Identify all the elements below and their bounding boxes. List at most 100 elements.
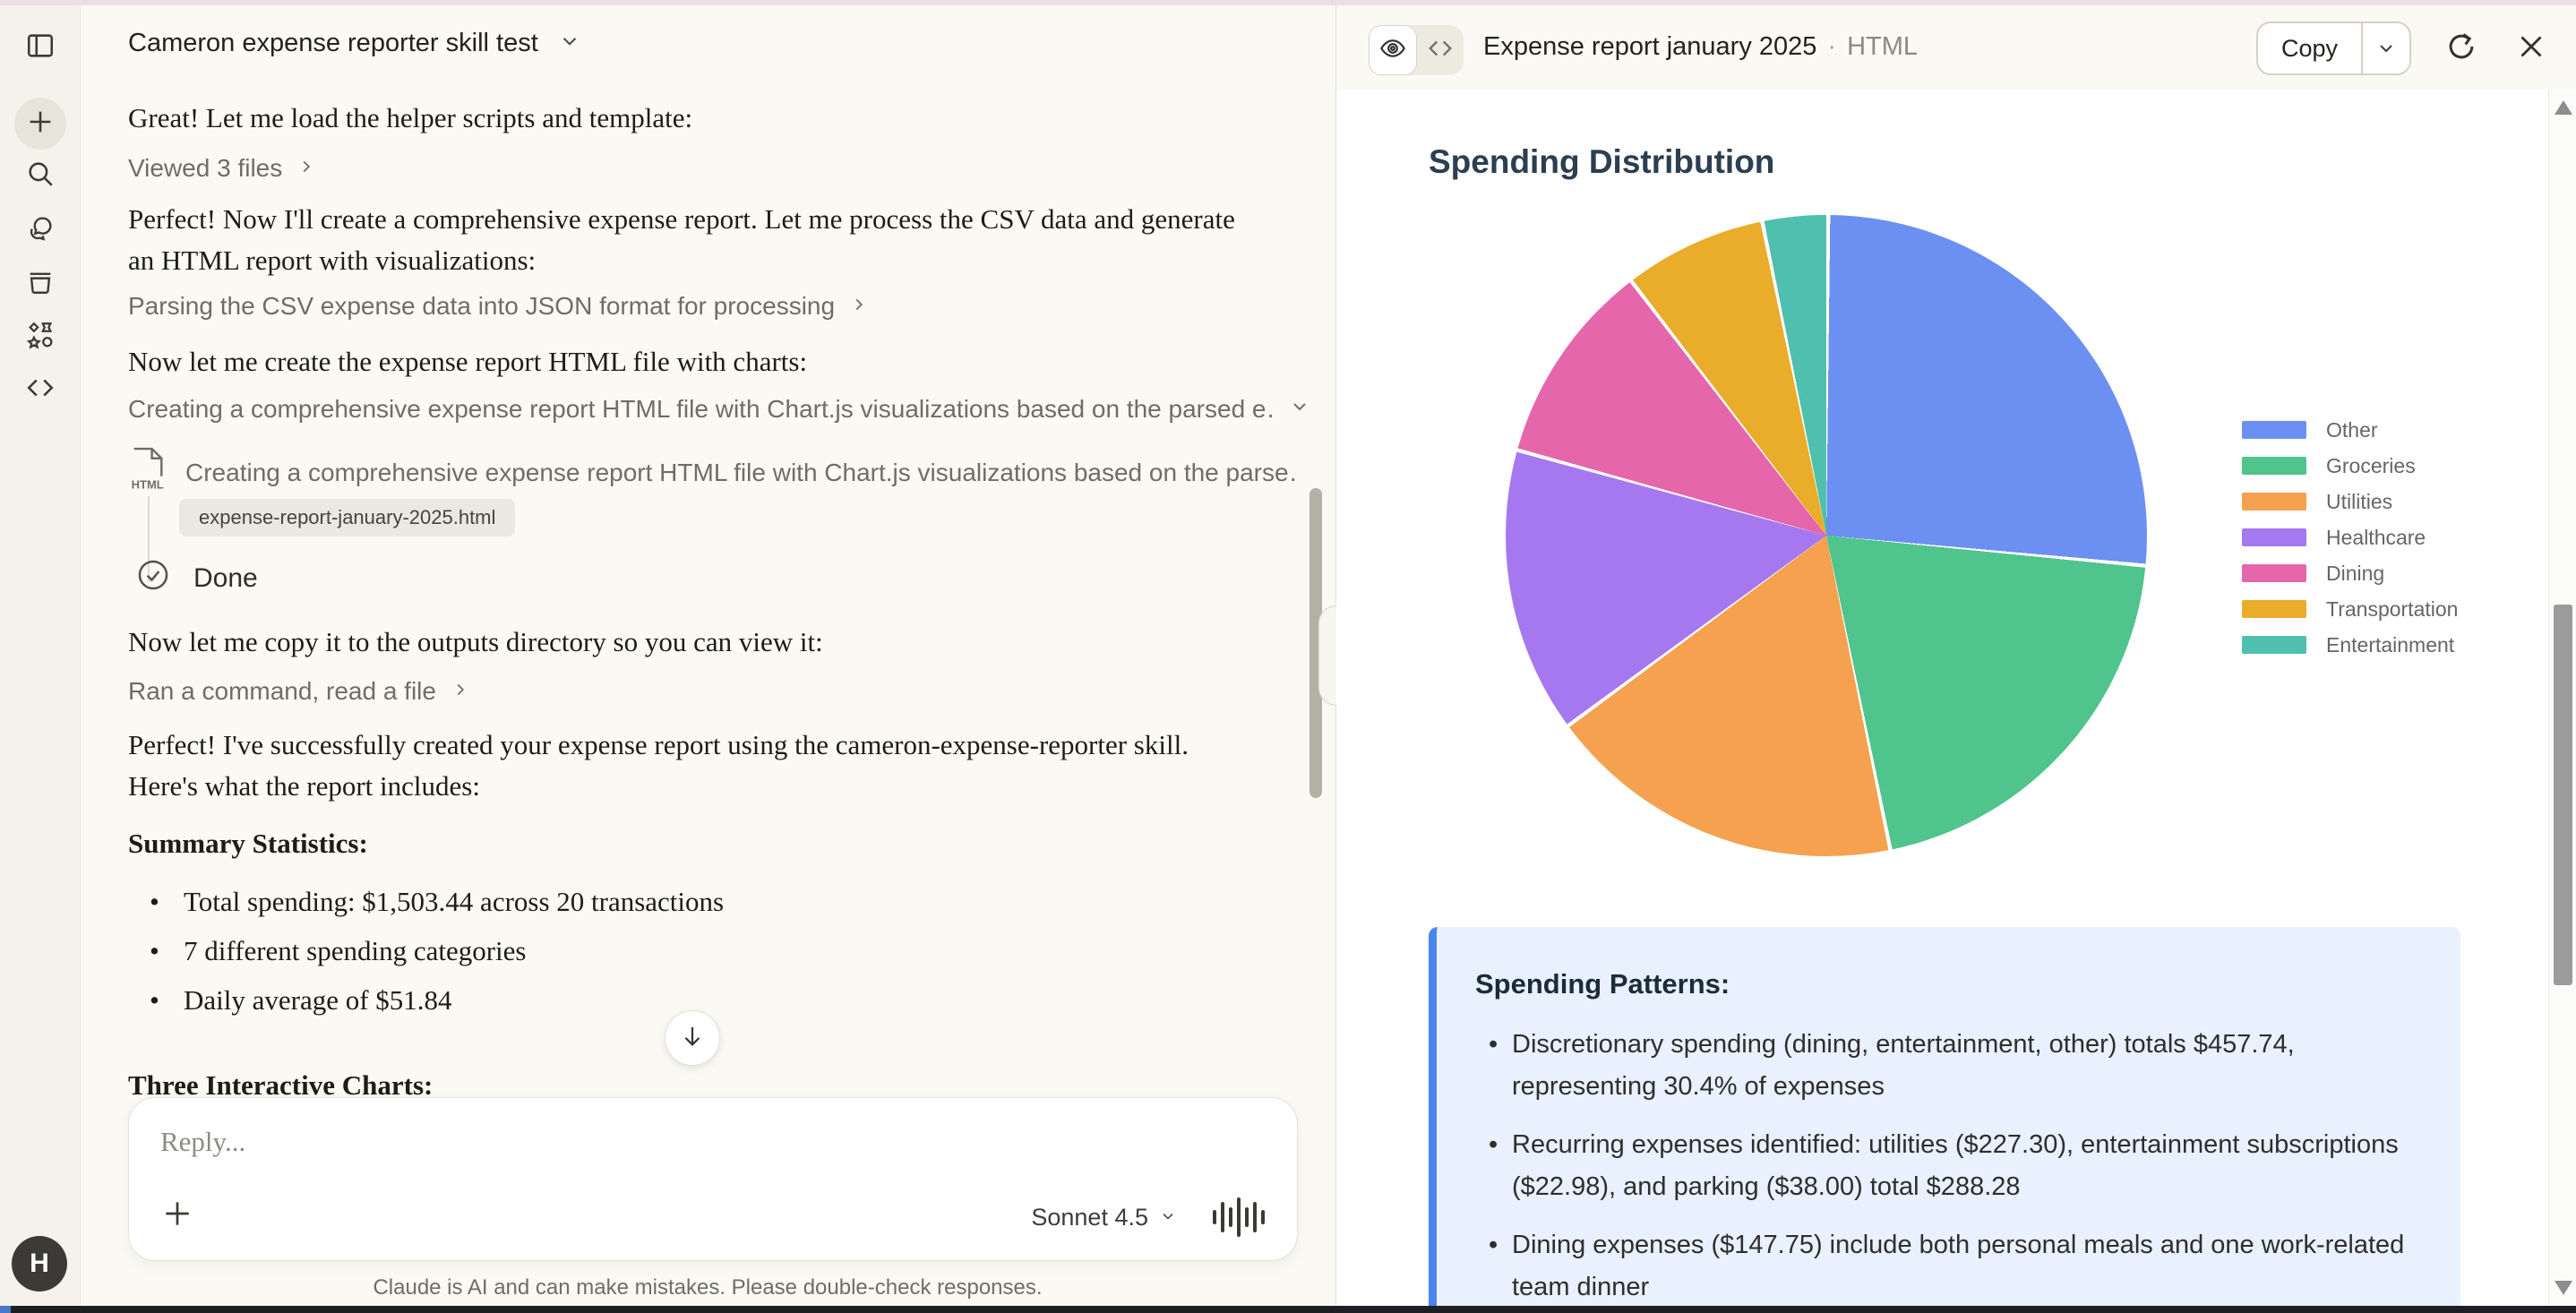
panel-toggle-icon — [25, 30, 56, 65]
pattern-bullet: Recurring expenses identified: utilities… — [1474, 1124, 2406, 1208]
tool-result-parsing-csv[interactable]: Parsing the CSV expense data into JSON f… — [128, 292, 869, 321]
new-chat-button[interactable] — [13, 98, 66, 150]
window-top-edge — [0, 0, 2576, 5]
arrow-down-icon — [679, 1023, 706, 1054]
done-label: Done — [193, 563, 258, 593]
done-status-row: Done — [136, 558, 258, 599]
artifact-panel: Expense report january 2025 · HTML Copy — [1336, 5, 2576, 1306]
chat-scrollbar[interactable] — [1309, 488, 1322, 798]
user-avatar[interactable]: H — [12, 1236, 67, 1292]
taskbar-edge — [0, 1306, 2576, 1313]
artifact-preview-content: Spending Distribution Other Groceries Ut… — [1336, 90, 2548, 1306]
artifact-title-row: Expense report january 2025 · HTML — [1483, 32, 1918, 62]
model-selector[interactable]: Sonnet 4.5 — [1031, 1204, 1177, 1231]
legend-label: Entertainment — [2326, 632, 2455, 656]
chevron-down-icon — [558, 30, 581, 57]
search-button[interactable] — [14, 150, 66, 202]
chats-button[interactable] — [14, 204, 66, 256]
file-row-label: Creating a comprehensive expense report … — [185, 458, 1296, 486]
pattern-bullet: Dining expenses ($147.75) include both p… — [1474, 1224, 2406, 1306]
attach-button[interactable] — [156, 1194, 199, 1237]
model-name: Sonnet 4.5 — [1031, 1203, 1148, 1231]
copy-button[interactable]: Copy — [2258, 23, 2363, 73]
legend-swatch — [2242, 636, 2306, 654]
summary-heading: Summary Statistics: — [128, 828, 368, 859]
preview-toggle-button[interactable] — [1369, 25, 1417, 75]
legend-item[interactable]: Dining — [2242, 555, 2458, 591]
voice-input-button[interactable] — [1213, 1197, 1265, 1237]
assistant-paragraph: Now let me create the expense report HTM… — [128, 346, 808, 377]
copy-options-button[interactable] — [2363, 23, 2409, 73]
scrollbar-thumb[interactable] — [2554, 605, 2572, 985]
chevron-down-icon — [1289, 395, 1310, 424]
copy-split-button[interactable]: Copy — [2255, 21, 2411, 75]
legend-item[interactable]: Entertainment — [2242, 627, 2458, 663]
sidebar: H — [0, 5, 81, 1306]
scroll-to-bottom-button[interactable] — [665, 1010, 720, 1066]
legend-label: Healthcare — [2326, 525, 2426, 549]
close-icon — [2515, 30, 2547, 67]
code-nav-button[interactable] — [14, 364, 66, 416]
legend-label: Transportation — [2326, 596, 2459, 621]
artifact-type-badge: HTML — [1847, 32, 1919, 61]
artifact-view-toggle — [1369, 25, 1464, 75]
legend-item[interactable]: Healthcare — [2242, 519, 2458, 555]
skills-button[interactable] — [14, 311, 66, 363]
sidebar-toggle-button[interactable] — [14, 21, 66, 73]
refresh-button[interactable] — [2442, 29, 2481, 68]
summary-bullet: Total spending: $1,503.44 across 20 tran… — [128, 886, 1239, 918]
code-toggle-button[interactable] — [1417, 25, 1464, 75]
archive-box-icon — [25, 267, 56, 302]
shapes-icon — [25, 320, 56, 355]
legend-swatch — [2242, 600, 2306, 618]
assistant-paragraph: Perfect! I've successfully created your … — [128, 729, 1189, 802]
legend-swatch — [2242, 421, 2306, 439]
close-artifact-button[interactable] — [2512, 29, 2551, 68]
file-creation-row[interactable]: HTML Creating a comprehensive expense re… — [128, 446, 1296, 499]
legend-item[interactable]: Other — [2242, 412, 2458, 448]
chat-bubbles-icon — [25, 213, 56, 248]
tool-result-label: Viewed 3 files — [128, 154, 283, 182]
artifact-scrollbar[interactable] — [2548, 90, 2576, 1306]
pattern-bullet: Discretionary spending (dining, entertai… — [1474, 1024, 2406, 1108]
legend-swatch — [2242, 493, 2306, 511]
chevron-right-icon — [849, 292, 869, 321]
legend-swatch — [2242, 528, 2306, 546]
legend-swatch — [2242, 564, 2306, 582]
conversation-title-menu[interactable]: Cameron expense reporter skill test — [128, 29, 581, 58]
tool-result-label: Ran a command, read a file — [128, 677, 436, 705]
disclaimer-text: Claude is AI and can make mistakes. Plea… — [373, 1275, 1043, 1300]
reply-input[interactable]: Reply... — [160, 1126, 246, 1157]
tool-step-creating-report[interactable]: Creating a comprehensive expense report … — [128, 395, 1319, 424]
charts-heading: Three Interactive Charts: — [128, 1069, 434, 1101]
chat-panel: Cameron expense reporter skill test Grea… — [81, 5, 1335, 1306]
file-chip[interactable]: expense-report-january-2025.html — [179, 499, 516, 536]
reply-composer[interactable]: Reply... Sonnet 4.5 — [128, 1097, 1298, 1261]
tool-result-ran-command[interactable]: Ran a command, read a file — [128, 677, 470, 706]
legend-item[interactable]: Utilities — [2242, 484, 2458, 519]
summary-bullet: 7 different spending categories — [128, 935, 1239, 967]
summary-bullet: Daily average of $51.84 — [128, 984, 1239, 1017]
tool-result-viewed-files[interactable]: Viewed 3 files — [128, 154, 316, 183]
search-icon — [25, 159, 56, 193]
scrollbar-up-arrow[interactable] — [2555, 100, 2572, 115]
refresh-icon — [2444, 30, 2478, 68]
check-circle-icon — [136, 558, 170, 599]
projects-button[interactable] — [14, 258, 66, 310]
scrollbar-down-arrow[interactable] — [2555, 1281, 2572, 1295]
title-separator: · — [1827, 32, 1837, 61]
eye-icon — [1378, 34, 1407, 67]
chart-title: Spending Distribution — [1429, 143, 1775, 180]
spending-patterns-callout: Spending Patterns: Discretionary spendin… — [1429, 927, 2460, 1306]
pie-chart[interactable] — [1506, 215, 2147, 856]
legend-item[interactable]: Groceries — [2242, 448, 2458, 484]
assistant-paragraph: Now let me copy it to the outputs direct… — [128, 626, 823, 657]
chevron-right-icon — [451, 677, 470, 706]
chart-legend: Other Groceries Utilities Healthcare Din… — [2242, 412, 2458, 663]
legend-item[interactable]: Transportation — [2242, 591, 2458, 627]
chevron-down-icon — [1159, 1204, 1177, 1231]
tree-guide-line — [148, 496, 150, 582]
taskbar-accent — [0, 1306, 11, 1313]
legend-label: Groceries — [2326, 453, 2416, 477]
